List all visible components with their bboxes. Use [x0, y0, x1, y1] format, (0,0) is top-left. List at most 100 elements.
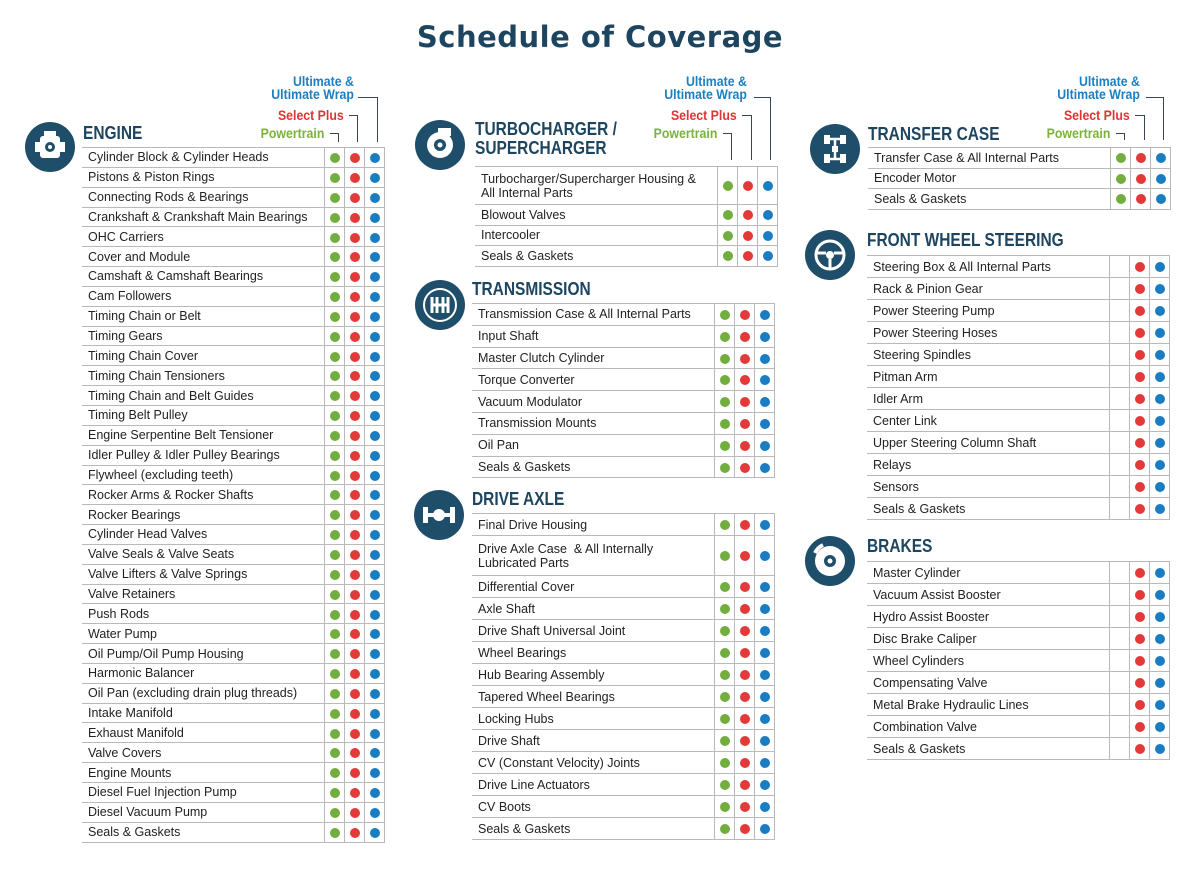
coverage-dot-select-plus: [349, 212, 360, 223]
coverage-dot-ultimate: [759, 758, 770, 769]
coverage-cell-select-plus: [1129, 693, 1150, 716]
table-row: Cover and Module: [82, 246, 385, 268]
coverage-dot-select-plus: [739, 353, 750, 364]
coverage-item-label: Upper Steering Column Shaft: [867, 431, 1110, 454]
coverage-dot-powertrain: [329, 490, 340, 501]
table-row: Seals & Gaskets: [868, 188, 1171, 210]
coverage-cell-select-plus: [734, 390, 755, 413]
coverage-dot-ultimate: [369, 748, 380, 759]
coverage-cell-powertrain: [324, 802, 345, 823]
coverage-cell-powertrain: [324, 623, 345, 645]
coverage-dot-ultimate: [759, 520, 770, 531]
coverage-cell-ultimate: [754, 817, 775, 840]
coverage-cell-powertrain: [714, 325, 735, 348]
coverage-dot-powertrain: [1115, 194, 1126, 205]
coverage-cell-select-plus: [734, 773, 755, 796]
coverage-cell-ultimate: [1149, 671, 1170, 694]
coverage-cell-ultimate: [364, 663, 385, 684]
coverage-dot-select-plus: [1135, 153, 1146, 164]
coverage-cell-select-plus: [1129, 671, 1150, 694]
coverage-cell-ultimate: [1149, 627, 1170, 650]
table-row: Relays: [867, 453, 1170, 476]
coverage-item-label: Oil Pump/Oil Pump Housing: [82, 643, 325, 664]
coverage-cell-ultimate: [754, 619, 775, 642]
coverage-dot-select-plus: [349, 510, 360, 521]
coverage-cell-ultimate: [1149, 277, 1170, 300]
coverage-dot-powertrain: [719, 604, 730, 615]
coverage-cell-select-plus: [1129, 277, 1150, 300]
coverage-cell-select-plus: [1129, 583, 1150, 606]
coverage-dot-ultimate: [1154, 482, 1165, 493]
coverage-item-label: Steering Spindles: [867, 343, 1110, 366]
coverage-cell-ultimate: [1149, 409, 1170, 432]
coverage-dot-select-plus: [1134, 744, 1145, 755]
coverage-dot-ultimate: [759, 648, 770, 659]
coverage-dot-select-plus: [349, 649, 360, 660]
coverage-item-label: Final Drive Housing: [472, 513, 715, 536]
coverage-cell-select-plus: [344, 663, 365, 684]
coverage-dot-ultimate: [369, 708, 380, 719]
coverage-dot-powertrain: [329, 589, 340, 600]
coverage-cell-select-plus: [737, 204, 758, 226]
coverage-cell-select-plus: [344, 405, 365, 426]
coverage-dot-ultimate: [369, 212, 380, 223]
coverage-cell-select-plus: [1129, 255, 1150, 278]
coverage-cell-select-plus: [1129, 387, 1150, 410]
coverage-cell-powertrain: [1109, 671, 1130, 694]
coverage-dot-powertrain: [329, 172, 340, 183]
section-title-transmission: TRANSMISSION: [472, 279, 591, 299]
coverage-cell-select-plus: [1129, 475, 1150, 498]
coverage-dot-ultimate: [759, 692, 770, 703]
coverage-dot-powertrain: [329, 768, 340, 779]
coverage-cell-select-plus: [1129, 627, 1150, 650]
coverage-dot-select-plus: [349, 371, 360, 382]
coverage-cell-powertrain: [324, 663, 345, 684]
coverage-dot-ultimate: [369, 728, 380, 739]
coverage-cell-powertrain: [1109, 561, 1130, 584]
coverage-dot-select-plus: [1134, 612, 1145, 623]
coverage-dot-select-plus: [349, 748, 360, 759]
coverage-legend: Ultimate & Ultimate Wrap Select Plus Pow…: [623, 74, 783, 160]
coverage-dot-select-plus: [739, 780, 750, 791]
table-row: Push Rods: [82, 603, 385, 625]
coverage-cell-ultimate: [364, 385, 385, 406]
coverage-item-label: Valve Lifters & Valve Springs: [82, 564, 325, 585]
coverage-cell-powertrain: [1109, 583, 1130, 606]
coverage-cell-powertrain: [1109, 409, 1130, 432]
coverage-dot-ultimate: [369, 569, 380, 580]
coverage-dot-select-plus: [349, 331, 360, 342]
coverage-cell-ultimate: [364, 167, 385, 188]
coverage-dot-select-plus: [739, 419, 750, 430]
coverage-cell-powertrain: [324, 643, 345, 664]
coverage-cell-ultimate: [754, 513, 775, 536]
coverage-legend: Ultimate & Ultimate Wrap Select Plus Pow…: [1016, 74, 1176, 144]
coverage-cell-powertrain: [714, 795, 735, 818]
coverage-dot-ultimate: [369, 788, 380, 799]
coverage-dot-select-plus: [1134, 460, 1145, 471]
coverage-dot-powertrain: [329, 192, 340, 203]
coverage-dot-select-plus: [349, 192, 360, 203]
coverage-item-label: Wheel Bearings: [472, 641, 715, 664]
coverage-item-label: Master Cylinder: [867, 561, 1110, 584]
table-row: Connecting Rods & Bearings: [82, 187, 385, 208]
coverage-dot-select-plus: [1134, 568, 1145, 579]
table-row: Timing Gears: [82, 326, 385, 347]
coverage-cell-select-plus: [1129, 299, 1150, 322]
coverage-cell-select-plus: [734, 412, 755, 435]
table-row: Valve Covers: [82, 742, 385, 764]
coverage-cell-powertrain: [714, 456, 735, 479]
table-row: Diesel Fuel Injection Pump: [82, 782, 385, 803]
table-row: Idler Pulley & Idler Pulley Bearings: [82, 445, 385, 466]
coverage-dot-select-plus: [1134, 372, 1145, 383]
coverage-cell-powertrain: [324, 504, 345, 526]
table-row: Rack & Pinion Gear: [867, 277, 1170, 300]
page-title: Schedule of Coverage: [416, 20, 784, 54]
coverage-dot-select-plus: [739, 736, 750, 747]
coverage-cell-powertrain: [1109, 475, 1130, 498]
coverage-cell-powertrain: [324, 147, 345, 168]
coverage-item-label: Seals & Gaskets: [867, 737, 1110, 760]
coverage-cell-ultimate: [364, 802, 385, 823]
coverage-dot-ultimate: [762, 230, 773, 241]
coverage-dot-select-plus: [349, 232, 360, 243]
table-row: Differential Cover: [472, 575, 775, 598]
